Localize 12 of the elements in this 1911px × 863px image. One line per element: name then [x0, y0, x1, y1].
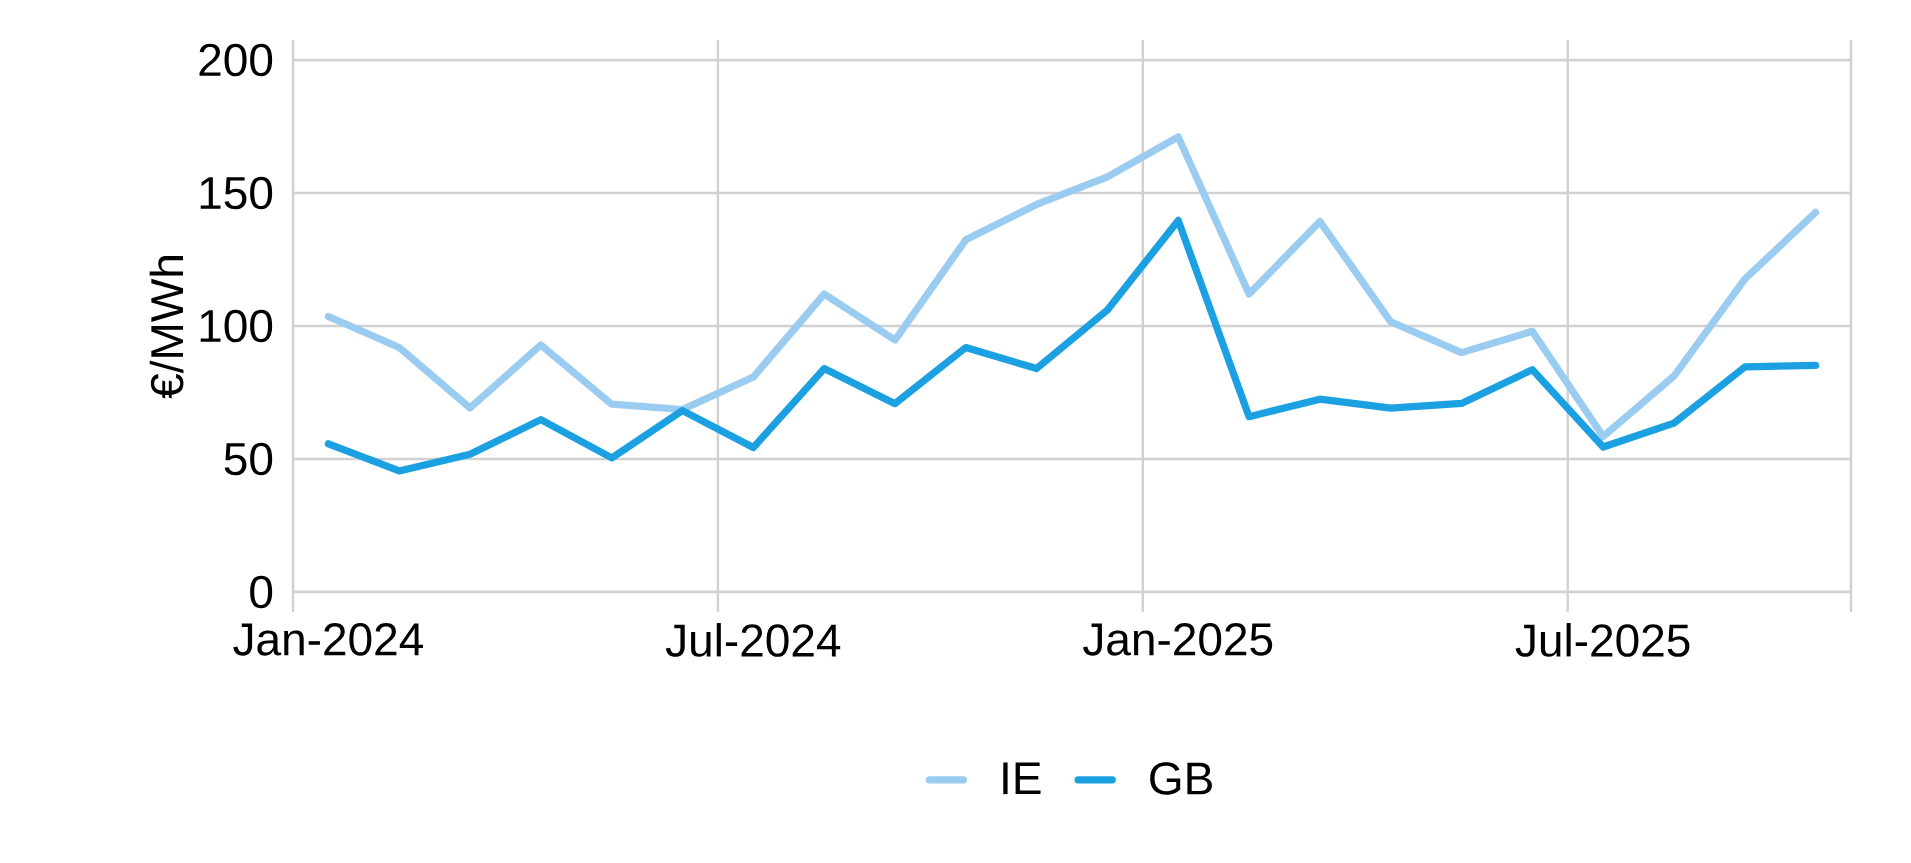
- y-axis-title: €/MWh: [149, 256, 184, 399]
- y-tick-label: 0: [250, 575, 273, 609]
- legend-label: GB: [1150, 762, 1212, 795]
- x-tick-label: Jul-2024: [665, 623, 841, 657]
- y-tick-label: 50: [224, 442, 273, 476]
- y-tick-label: 100: [200, 309, 273, 343]
- x-tick-label: Jul-2025: [1515, 623, 1690, 657]
- legend-label: IE: [1003, 762, 1041, 795]
- x-tick-label: Jan-2025: [1083, 623, 1273, 656]
- y-tick-label: 200: [199, 43, 273, 77]
- x-tick-label: Jan-2024: [233, 623, 423, 656]
- y-tick-label: 150: [200, 176, 273, 210]
